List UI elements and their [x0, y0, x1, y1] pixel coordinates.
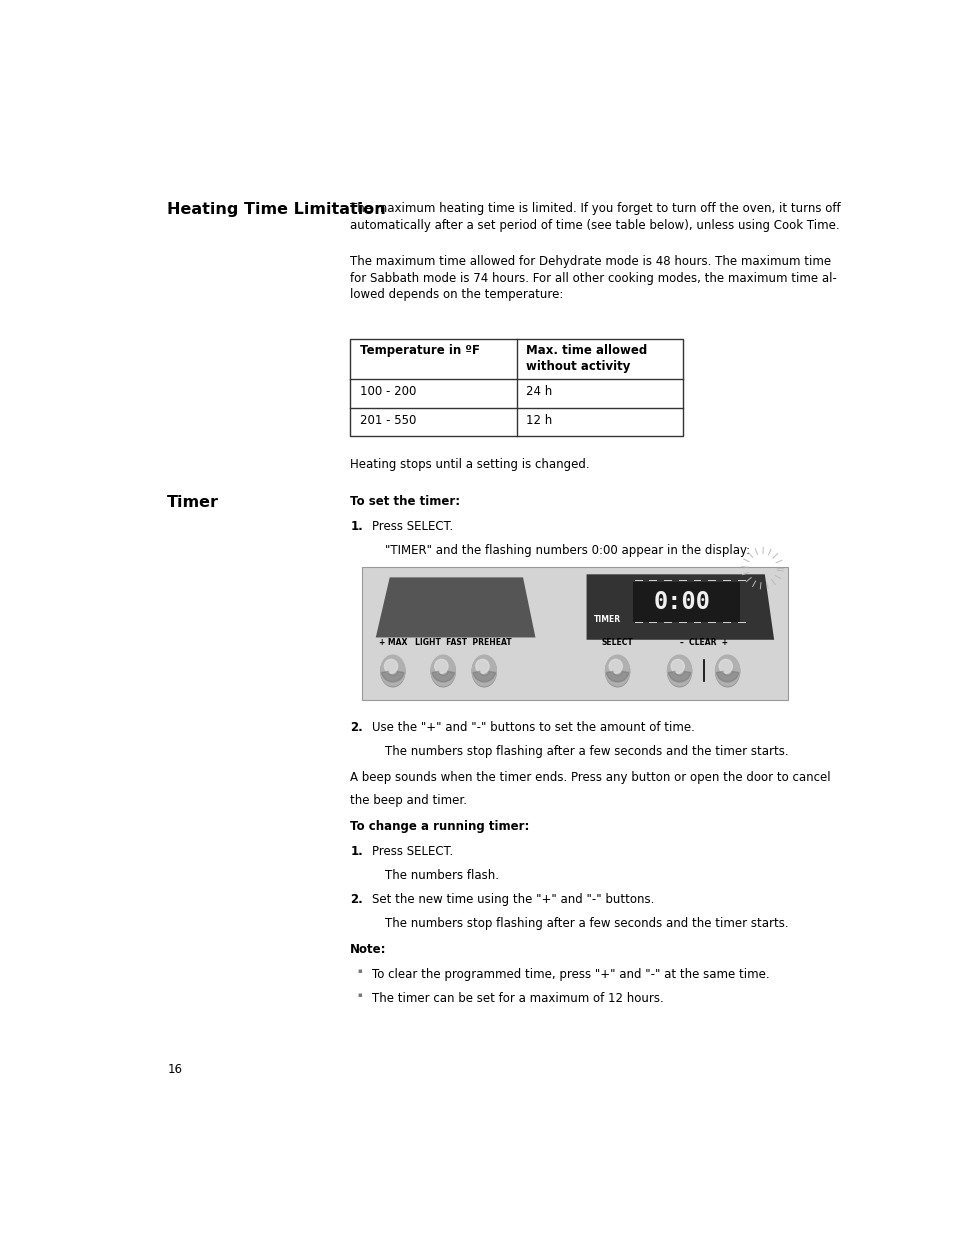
Wedge shape	[432, 672, 454, 682]
Ellipse shape	[472, 656, 496, 687]
Ellipse shape	[667, 656, 691, 685]
Text: 24 h: 24 h	[525, 385, 552, 398]
Bar	[350, 338, 682, 436]
Text: Heating stops until a setting is changed.: Heating stops until a setting is changed…	[350, 458, 589, 471]
Polygon shape	[586, 574, 773, 640]
Text: 1.: 1.	[350, 845, 362, 858]
Text: Max. time allowed
without activity: Max. time allowed without activity	[525, 345, 647, 373]
Text: Note:: Note:	[350, 944, 386, 956]
Text: 1.: 1.	[350, 520, 362, 534]
Ellipse shape	[719, 659, 732, 673]
Text: Use the "+" and "-" buttons to set the amount of time.: Use the "+" and "-" buttons to set the a…	[372, 721, 694, 735]
Text: the beep and timer.: the beep and timer.	[350, 794, 467, 808]
Text: Press SELECT.: Press SELECT.	[372, 520, 453, 534]
Bar	[633, 582, 740, 622]
Text: Heating Time Limitation: Heating Time Limitation	[167, 203, 386, 217]
Ellipse shape	[667, 656, 691, 687]
Text: SELECT: SELECT	[601, 638, 633, 647]
Text: 2.: 2.	[350, 893, 362, 906]
Text: ▪: ▪	[356, 968, 361, 974]
Wedge shape	[668, 672, 690, 682]
Text: The numbers flash.: The numbers flash.	[385, 868, 498, 882]
Text: 12 h: 12 h	[525, 414, 552, 427]
Text: 2.: 2.	[350, 721, 362, 735]
Text: To change a running timer:: To change a running timer:	[350, 820, 529, 834]
Text: To clear the programmed time, press "+" and "-" at the same time.: To clear the programmed time, press "+" …	[372, 968, 769, 981]
Ellipse shape	[476, 659, 489, 673]
Ellipse shape	[431, 656, 455, 685]
Ellipse shape	[715, 656, 739, 685]
Text: 16: 16	[167, 1063, 182, 1076]
Text: The maximum heating time is limited. If you forget to turn off the oven, it turn: The maximum heating time is limited. If …	[350, 203, 840, 232]
Text: 0:00: 0:00	[653, 590, 710, 614]
Text: The timer can be set for a maximum of 12 hours.: The timer can be set for a maximum of 12…	[372, 992, 663, 1004]
Ellipse shape	[715, 656, 739, 687]
Ellipse shape	[380, 656, 404, 687]
FancyBboxPatch shape	[361, 567, 787, 700]
Wedge shape	[606, 672, 628, 682]
Text: To set the timer:: To set the timer:	[350, 494, 460, 508]
Text: 100 - 200: 100 - 200	[359, 385, 416, 398]
Text: Temperature in ºF: Temperature in ºF	[359, 345, 478, 357]
Text: A beep sounds when the timer ends. Press any button or open the door to cancel: A beep sounds when the timer ends. Press…	[350, 772, 830, 784]
Ellipse shape	[671, 659, 683, 673]
Ellipse shape	[609, 659, 621, 673]
Wedge shape	[381, 672, 404, 682]
Ellipse shape	[384, 659, 397, 673]
Text: The maximum time allowed for Dehydrate mode is 48 hours. The maximum time
for Sa: The maximum time allowed for Dehydrate m…	[350, 254, 836, 301]
Text: "TIMER" and the flashing numbers 0:00 appear in the display:: "TIMER" and the flashing numbers 0:00 ap…	[385, 543, 749, 557]
Text: LIGHT  FAST  PREHEAT: LIGHT FAST PREHEAT	[415, 638, 512, 647]
Ellipse shape	[605, 656, 629, 687]
Text: Set the new time using the "+" and "-" buttons.: Set the new time using the "+" and "-" b…	[372, 893, 654, 906]
Ellipse shape	[380, 656, 404, 685]
Text: ▪: ▪	[356, 992, 361, 998]
Wedge shape	[473, 672, 495, 682]
Text: 201 - 550: 201 - 550	[359, 414, 416, 427]
Text: Press SELECT.: Press SELECT.	[372, 845, 453, 858]
Ellipse shape	[435, 659, 448, 673]
Text: + MAX: + MAX	[378, 638, 407, 647]
Text: –  CLEAR  +: – CLEAR +	[679, 638, 727, 647]
Ellipse shape	[431, 656, 455, 687]
Text: The numbers stop flashing after a few seconds and the timer starts.: The numbers stop flashing after a few se…	[385, 745, 788, 758]
Ellipse shape	[472, 656, 496, 685]
Text: TIMER: TIMER	[594, 615, 620, 625]
Text: Timer: Timer	[167, 494, 219, 510]
Ellipse shape	[605, 656, 629, 685]
Wedge shape	[716, 672, 738, 682]
Text: The numbers stop flashing after a few seconds and the timer starts.: The numbers stop flashing after a few se…	[385, 918, 788, 930]
Polygon shape	[375, 578, 535, 637]
